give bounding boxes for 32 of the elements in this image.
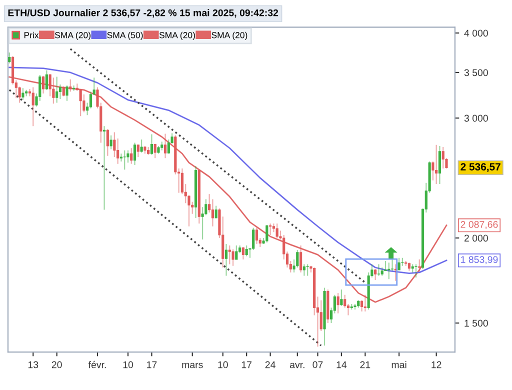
x-tick-label: 12: [432, 361, 442, 368]
annotation: 2 536,57: [460, 163, 500, 172]
x-tick-label: avr.: [290, 362, 304, 368]
annotation: 1 853,99: [461, 256, 498, 264]
x-tick-label: 24: [265, 361, 276, 368]
y-tick-label: 3 500: [464, 69, 488, 76]
x-tick-label: 14: [336, 361, 347, 368]
candlestick: [120, 153, 123, 162]
x-tick-label: mai: [392, 361, 406, 368]
legend-label: SMA (20): [54, 32, 90, 40]
x-tick-label: 17: [242, 361, 252, 368]
legend-label: SMA (50): [107, 32, 143, 40]
x-tick-label: mars: [182, 362, 203, 368]
x-tick-label: févr.: [88, 360, 106, 368]
annotation: 2 087,66: [460, 221, 498, 230]
x-tick-label: 20: [52, 361, 62, 368]
x-tick-label: 21: [360, 361, 370, 368]
legend-label: SMA (20): [159, 32, 195, 40]
legend-label: Prix: [24, 32, 39, 38]
y-tick-label: 1 500: [464, 320, 488, 327]
candlestick: [72, 84, 76, 92]
y-tick-label: 2 000: [464, 234, 488, 242]
x-tick-label: 10: [123, 361, 134, 368]
x-tick-label: 10: [218, 361, 228, 368]
x-tick-label: 17: [147, 361, 157, 368]
legend-label: SMA (20): [212, 32, 248, 40]
line-series: [8, 66, 448, 274]
x-tick-label: 13: [28, 361, 38, 368]
y-tick-label: 3 000: [464, 114, 488, 122]
y-tick-label: 4 000: [464, 30, 488, 37]
x-tick-label: 07: [312, 361, 323, 368]
chart-title: ETH/USD Journalier 2 536,57 -2,82 % 15 mai 2025, 09:42:32: [8, 9, 278, 18]
